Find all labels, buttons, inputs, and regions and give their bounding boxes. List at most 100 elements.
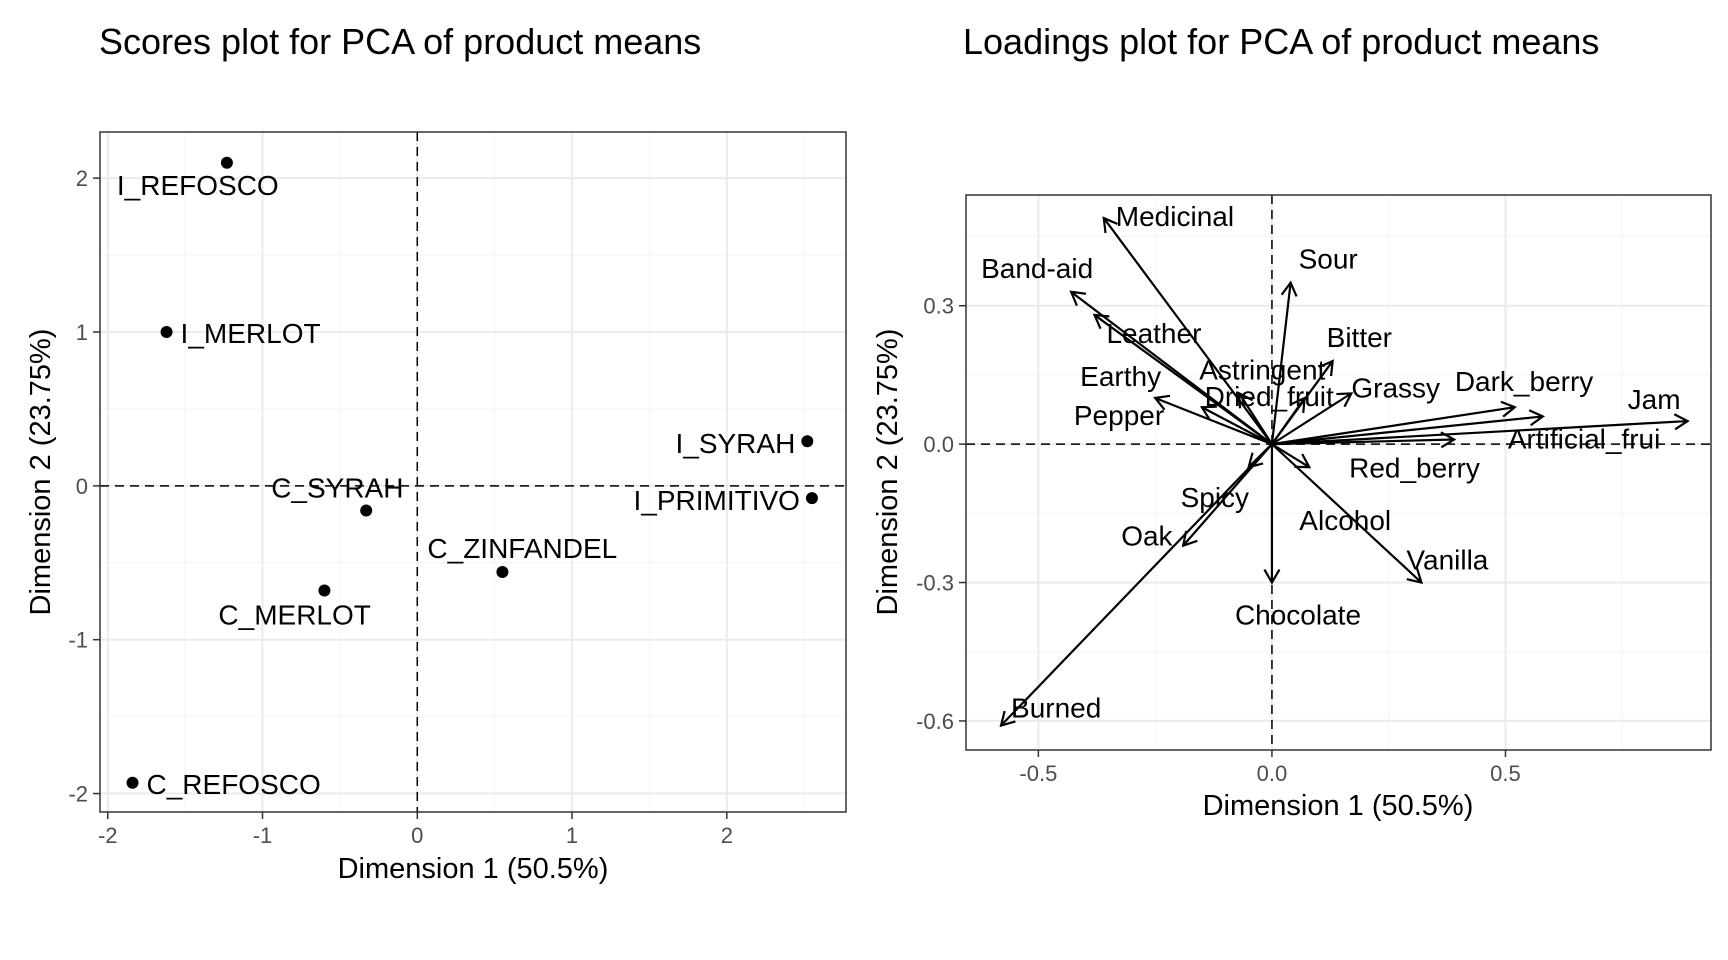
loading-vector-label: Sour [1299,244,1358,275]
loading-vector-arrowhead [1263,568,1281,585]
score-point [160,326,173,338]
scores-y-tick-label: 0 [76,474,88,499]
loading-vector [1271,443,1310,469]
loadings-x-tick-label: -0.5 [1019,761,1057,786]
score-point-label: C_MERLOT [218,599,370,630]
loading-vector-label: Medicinal [1116,201,1234,232]
score-point-label: I_SYRAH [675,428,795,459]
loading-vector-label: Jam [1628,384,1681,415]
loading-vector-label: Burned [1011,693,1101,724]
loading-vector [1271,392,1352,446]
score-point-label: I_PRIMITIVO [633,485,799,516]
loadings-y-tick-label: 0.0 [923,432,954,457]
loading-vector-arrowhead [1500,400,1517,418]
scores-title: Scores plot for PCA of product means [99,21,701,62]
loadings-y-axis-title: Dimension 2 (23.75%) [872,329,904,616]
loading-vector [1238,392,1273,445]
scores-y-tick-label: 2 [76,166,88,191]
scores-points: I_REFOSCO I_MERLOT I_SYRAH I_PRIMITIVO C_SYR… [117,156,818,800]
loading-vector-arrowhead [1102,216,1118,234]
loading-vector [1271,406,1515,446]
score-point [126,776,139,789]
loading-vector [1271,443,1423,584]
loading-vector [1102,217,1273,445]
loading-vector-arrowhead [1092,313,1110,330]
scores-x-tick-label: -2 [98,823,118,848]
loading-vector-arrowhead [1336,392,1354,408]
loading-vector-arrowhead [1318,359,1334,377]
loading-vector-arrowhead [1673,413,1690,431]
score-point [318,584,331,597]
score-point [220,156,233,169]
loadings-ticks: -0.5 0.0 0.5 -0.6 -0.3 0.0 0.3 [916,294,1521,786]
loading-vector-label: Artificial_frui [1508,423,1660,454]
scores-panel: Scores plot for PCA of product means I_R… [25,21,847,885]
scores-frame [99,131,847,813]
scores-reference-lines [100,132,846,812]
scores-y-tick-label: -1 [68,628,88,653]
loading-vector-arrowhead [999,710,1016,728]
score-point [360,504,373,517]
loading-vector-label: Band-aid [981,253,1093,284]
loading-vector [1000,443,1273,727]
score-point [805,492,818,505]
scores-grid [100,132,846,812]
loading-vector-label: Dark_berry [1455,366,1593,397]
scores-y-axis-title: Dimension 2 (23.75%) [25,329,57,616]
loading-vector-label: Red_berry [1349,453,1480,484]
scores-ticks: -2 -1 0 1 2 -2 -1 0 1 2 [68,166,733,848]
loading-vector-arrowhead [1238,391,1254,409]
loading-vector-arrowhead [1294,453,1312,469]
scores-y-tick-label: 1 [76,320,88,345]
scores-y-tick-label: -2 [68,782,88,807]
loadings-x-tick-label: 0.5 [1490,761,1521,786]
loadings-panel: Loadings plot for PCA of product means M… [872,21,1712,822]
loading-vector [1270,282,1292,445]
loadings-y-tick-label: -0.3 [916,571,954,596]
score-point-label: C_REFOSCO [147,769,321,800]
scores-x-tick-label: 1 [566,823,578,848]
loading-vector [1271,438,1455,446]
scores-x-tick-label: 2 [721,823,733,848]
scores-x-tick-label: -1 [253,823,273,848]
score-point [496,566,509,578]
loading-vector-arrowhead [1153,394,1171,411]
score-point-label: C_SYRAH [271,472,403,503]
loading-vector-label: Alcohol [1299,505,1391,536]
score-point [801,435,814,448]
loading-vector-label: Pepper [1074,400,1164,431]
loadings-x-tick-label: 0.0 [1257,761,1288,786]
loading-vector-label: Grassy [1351,372,1440,403]
loading-vector-label: Leather [1106,318,1201,349]
score-point-label: I_REFOSCO [117,170,279,201]
loading-vector-label: Dried_fruit [1205,381,1334,412]
loadings-y-tick-label: -0.6 [916,709,954,734]
loading-vector-arrowhead [1069,290,1087,307]
loading-vector [1271,419,1688,446]
loading-vector [1093,314,1273,446]
loading-vector-label: Vanilla [1406,545,1488,576]
loading-vector-arrowhead [1406,567,1424,585]
loadings-title: Loadings plot for PCA of product means [963,21,1599,62]
loadings-frame [965,194,1712,751]
loading-vector [1154,396,1273,446]
loading-vector-label: Astringent [1199,354,1325,385]
score-point-label: C_ZINFANDEL [427,533,617,564]
loading-vector-label: Bitter [1327,322,1392,353]
loading-vector-arrowhead [1528,409,1546,427]
loading-vector-arrowhead [1199,405,1217,421]
loading-vector-label: Oak [1121,521,1173,552]
loading-vector [1271,415,1543,446]
loading-vector-arrowhead [1440,431,1457,449]
loadings-y-tick-label: 0.3 [923,294,954,319]
scores-x-tick-label: 0 [411,823,423,848]
scores-x-axis-title: Dimension 1 (50.5%) [338,853,609,885]
loading-vector-label: Earthy [1080,361,1161,392]
loading-vector-arrowhead [1280,280,1298,297]
loadings-x-axis-title: Dimension 1 (50.5%) [1203,790,1474,822]
loading-vector [1271,360,1334,445]
loadings-vectors: Medicinal Band-aid Leather Earthy Pepper Astr… [981,201,1690,728]
loading-vector [1201,406,1273,446]
score-point-label: I_MERLOT [181,318,321,349]
